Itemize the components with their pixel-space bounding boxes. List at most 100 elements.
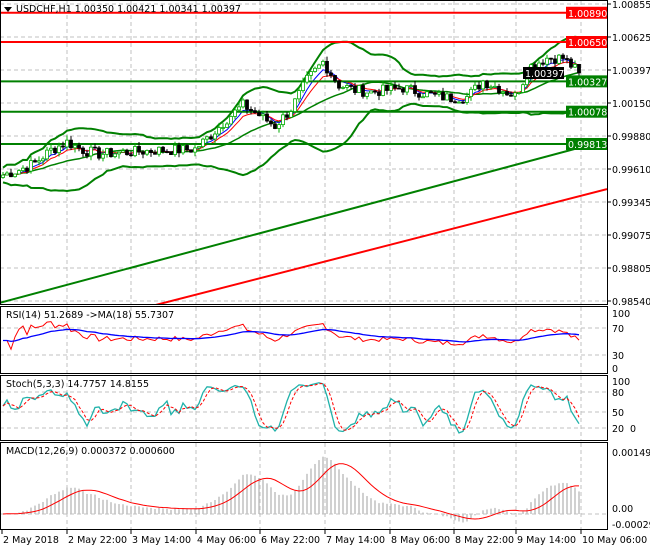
candle (477, 81, 481, 92)
stoch-level-label: 80 (612, 388, 624, 399)
stochastic-panel[interactable] (2, 382, 580, 434)
candle-body (73, 144, 77, 149)
candle (193, 144, 197, 157)
candle (493, 82, 497, 88)
candle-body (229, 116, 233, 125)
triangle-down-icon[interactable] (4, 7, 12, 12)
candle (373, 89, 377, 95)
candle (441, 87, 445, 101)
price-tick-label: 1.00397 (612, 66, 650, 77)
candle (389, 80, 393, 95)
candle (333, 75, 337, 84)
candle-body (481, 80, 485, 90)
candle (61, 141, 65, 150)
ma-fast-red (2, 61, 580, 176)
candle-body (209, 136, 213, 140)
candle-body (517, 92, 521, 94)
candle (269, 119, 273, 127)
candle (285, 112, 289, 121)
candle (397, 83, 401, 90)
candle (273, 121, 277, 130)
candle (509, 91, 513, 97)
candle-body (489, 86, 493, 89)
candle-body (409, 85, 413, 88)
candle-body (505, 91, 509, 96)
symbol-info: USDCHF,H1 1.00350 1.00421 1.00341 1.0039… (16, 4, 241, 15)
candle-body (269, 120, 273, 125)
candle (549, 57, 553, 64)
ma-slow-line (155, 188, 607, 304)
candle-body (501, 91, 505, 94)
candle-body (333, 75, 337, 82)
candle-body (133, 146, 137, 157)
candle (305, 71, 309, 85)
candle-body (429, 91, 433, 94)
candle (121, 148, 125, 153)
candle (197, 146, 201, 151)
ma-long-line (0, 139, 607, 304)
candle (229, 115, 233, 125)
candle-body (513, 92, 517, 97)
rsi-panel[interactable] (3, 321, 580, 351)
candle-body (185, 145, 189, 151)
candle (161, 145, 165, 154)
candle (313, 66, 317, 73)
level-tag-support-bg (566, 137, 607, 150)
stochastic-title: Stoch(5,3,3) 14.7757 14.8155 (6, 379, 149, 390)
candle (465, 92, 469, 105)
macd-level-label: 0.001492 (612, 448, 650, 459)
current-price-tag-text: 1.00397 (525, 69, 564, 80)
candle-body (421, 96, 425, 99)
rsi-level-label: 0 (612, 364, 618, 375)
candle (445, 92, 449, 101)
candle-body (213, 133, 217, 140)
candle (73, 144, 77, 153)
rsi-ma-line (3, 328, 580, 343)
candle-body (261, 113, 265, 117)
candle (429, 90, 433, 94)
price-tick-label: 0.99345 (612, 198, 650, 209)
candle-body (453, 101, 457, 104)
candle-body (473, 84, 477, 90)
level-tag-support: 1.00078 (566, 105, 607, 119)
candle-body (385, 84, 389, 91)
candle (565, 55, 569, 64)
candle (417, 92, 421, 101)
candle (545, 54, 549, 68)
candle (69, 136, 73, 150)
candle-body (273, 123, 277, 129)
candle-body (445, 93, 449, 101)
candle-body (373, 90, 377, 93)
candle-body (293, 98, 297, 112)
candle-body (161, 146, 165, 152)
candle (541, 59, 545, 67)
candle-body (477, 84, 481, 90)
candle-body (245, 99, 249, 110)
candle (277, 122, 281, 133)
candle-body (249, 109, 253, 112)
level-tag-resistance-bg (566, 6, 607, 19)
candle (17, 169, 21, 175)
candle (521, 83, 525, 93)
candle-body (397, 87, 401, 90)
level-tag-support: 1.00327 (566, 75, 607, 88)
candle-body (113, 153, 117, 158)
candle-body (461, 101, 465, 104)
candle-body (297, 90, 301, 100)
candle-body (541, 62, 545, 65)
price-tick-label: 0.99880 (612, 132, 650, 143)
candle-body (545, 57, 549, 65)
candle (93, 143, 97, 149)
candle (249, 106, 253, 115)
macd-panel[interactable] (2, 456, 580, 523)
time-label: 6 May 22:00 (261, 535, 320, 546)
candle (241, 98, 245, 109)
price-panel[interactable] (0, 11, 607, 345)
candle (33, 158, 37, 163)
candle (421, 93, 425, 99)
candle (453, 100, 457, 104)
candle-body (577, 63, 581, 74)
candle (5, 171, 9, 176)
candle (481, 79, 485, 93)
